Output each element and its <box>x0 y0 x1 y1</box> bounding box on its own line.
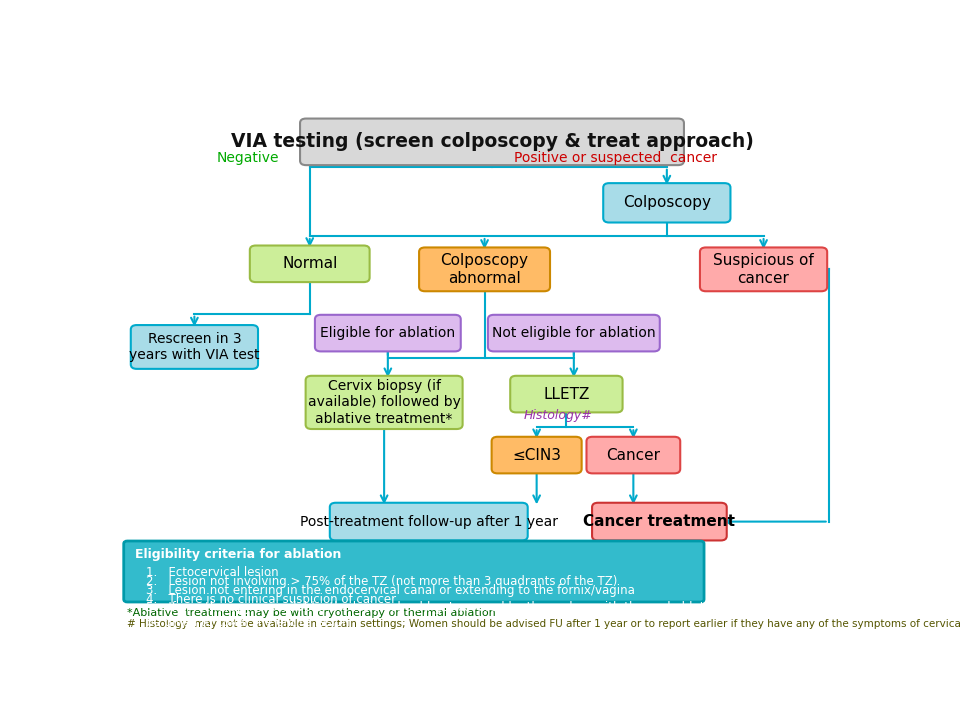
Text: Positive or suspected  cancer: Positive or suspected cancer <box>515 151 717 166</box>
Text: LLETZ: LLETZ <box>543 387 589 402</box>
Text: Eligibility criteria for ablation: Eligibility criteria for ablation <box>134 548 341 561</box>
Text: Suspicious of
cancer: Suspicious of cancer <box>713 253 814 286</box>
FancyBboxPatch shape <box>603 183 731 222</box>
Text: Colposcopy: Colposcopy <box>623 195 710 210</box>
Text: 5.   If cryotherapy is available, the lesion should get covered by the probe,  w: 5. If cryotherapy is available, the lesi… <box>146 601 953 629</box>
Text: Negative: Negative <box>217 151 279 166</box>
Text: Rescreen in 3
years with VIA test: Rescreen in 3 years with VIA test <box>130 332 259 362</box>
Text: 4.   There is no clinical suspicion of cancer: 4. There is no clinical suspicion of can… <box>146 593 396 606</box>
FancyBboxPatch shape <box>492 437 582 473</box>
FancyBboxPatch shape <box>592 503 727 541</box>
FancyBboxPatch shape <box>510 376 623 413</box>
Text: Normal: Normal <box>282 256 337 271</box>
Text: Not eligible for ablation: Not eligible for ablation <box>492 326 656 340</box>
FancyBboxPatch shape <box>420 248 550 292</box>
FancyBboxPatch shape <box>700 248 828 292</box>
FancyBboxPatch shape <box>305 376 463 429</box>
Text: VIA testing (screen colposcopy & treat approach): VIA testing (screen colposcopy & treat a… <box>230 132 754 151</box>
FancyBboxPatch shape <box>124 541 704 602</box>
FancyBboxPatch shape <box>300 119 684 165</box>
Text: *Ablative  treatment may be with cryotherapy or thermal ablation: *Ablative treatment may be with cryother… <box>128 608 496 618</box>
Text: Cancer treatment: Cancer treatment <box>584 514 735 529</box>
Text: ≤CIN3: ≤CIN3 <box>512 448 562 462</box>
Text: Histology#: Histology# <box>524 409 592 422</box>
FancyBboxPatch shape <box>131 325 258 369</box>
Text: Cancer: Cancer <box>607 448 660 462</box>
FancyBboxPatch shape <box>250 246 370 282</box>
FancyBboxPatch shape <box>315 315 461 351</box>
FancyBboxPatch shape <box>488 315 660 351</box>
Text: Colposcopy
abnormal: Colposcopy abnormal <box>441 253 529 286</box>
Text: Post-treatment follow-up after 1 year: Post-treatment follow-up after 1 year <box>300 515 558 528</box>
Text: Eligible for ablation: Eligible for ablation <box>321 326 455 340</box>
Text: # Histology  may not be available in certain settings; Women should be advised F: # Histology may not be available in cert… <box>128 618 960 629</box>
FancyBboxPatch shape <box>587 437 681 473</box>
Text: 3.   Lesion not entering in the endocervical canal or extending to the fornix/va: 3. Lesion not entering in the endocervic… <box>146 584 635 597</box>
Text: 2.   Lesion not involving > 75% of the TZ (not more than 3 quadrants of the TZ): 2. Lesion not involving > 75% of the TZ … <box>146 575 617 588</box>
FancyBboxPatch shape <box>330 503 528 541</box>
Text: 1.   Ectocervical lesion: 1. Ectocervical lesion <box>146 566 278 579</box>
Text: Cervix biopsy (if
available) followed by
ablative treatment*: Cervix biopsy (if available) followed by… <box>308 379 461 426</box>
